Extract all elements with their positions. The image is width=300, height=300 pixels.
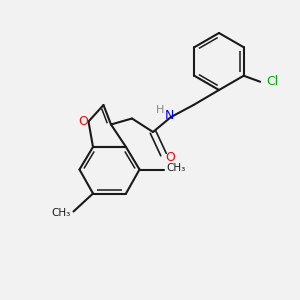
Text: O: O bbox=[78, 115, 88, 128]
Text: CH₃: CH₃ bbox=[52, 208, 71, 218]
Text: N: N bbox=[165, 109, 174, 122]
Text: Cl: Cl bbox=[266, 75, 278, 88]
Text: O: O bbox=[165, 151, 175, 164]
Text: CH₃: CH₃ bbox=[166, 163, 185, 173]
Text: H: H bbox=[155, 105, 164, 116]
